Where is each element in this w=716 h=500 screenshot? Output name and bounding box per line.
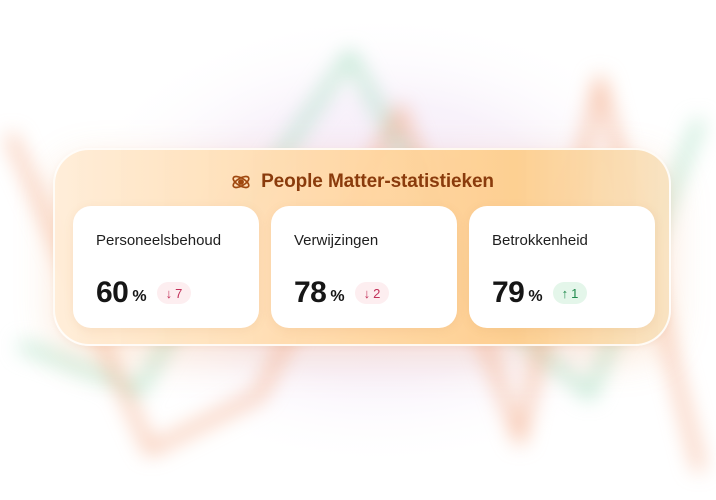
background-line-orange: [5, 75, 705, 472]
metric-value: 79: [492, 276, 525, 309]
metric-unit: %: [528, 288, 543, 305]
metric-value-row: 60 % ↓ 7: [96, 276, 192, 310]
stats-panel: People Matter-statistieken Personeelsbeh…: [53, 148, 671, 346]
metric-unit: %: [330, 288, 345, 305]
metric-cards: Personeelsbehoud 60 % ↓ 7 Verwijzingen 7…: [73, 206, 655, 328]
arrow-down-icon: ↓: [363, 285, 371, 301]
metric-card-betrokkenheid: Betrokkenheid 79 % ↑ 1: [469, 206, 655, 328]
background-line-green: [18, 50, 705, 400]
metric-value-row: 78 % ↓ 2: [294, 276, 390, 310]
arrow-down-icon: ↓: [165, 285, 173, 301]
metric-label: Verwijzingen: [294, 232, 379, 249]
trend-badge-up: ↑ 1: [552, 282, 588, 304]
arrow-up-icon: ↑: [561, 285, 569, 301]
metric-label: Personeelsbehoud: [96, 232, 222, 249]
trend-change: 1: [571, 285, 579, 301]
metric-value: 78: [294, 276, 327, 309]
trend-badge-down: ↓ 2: [354, 282, 390, 304]
metric-label: Betrokkenheid: [492, 232, 588, 249]
trend-change: 7: [175, 285, 183, 301]
metric-value-row: 79 % ↑ 1: [492, 276, 588, 310]
network-atom-icon: [232, 175, 250, 189]
panel-title: People Matter-statistieken: [261, 171, 494, 192]
metric-unit: %: [132, 288, 147, 305]
metric-card-personeelsbehoud: Personeelsbehoud 60 % ↓ 7: [73, 206, 259, 328]
metric-value: 60: [96, 276, 129, 309]
trend-badge-down: ↓ 7: [156, 282, 192, 304]
panel-header: People Matter-statistieken: [55, 169, 669, 195]
trend-change: 2: [373, 285, 381, 301]
metric-card-verwijzingen: Verwijzingen 78 % ↓ 2: [271, 206, 457, 328]
